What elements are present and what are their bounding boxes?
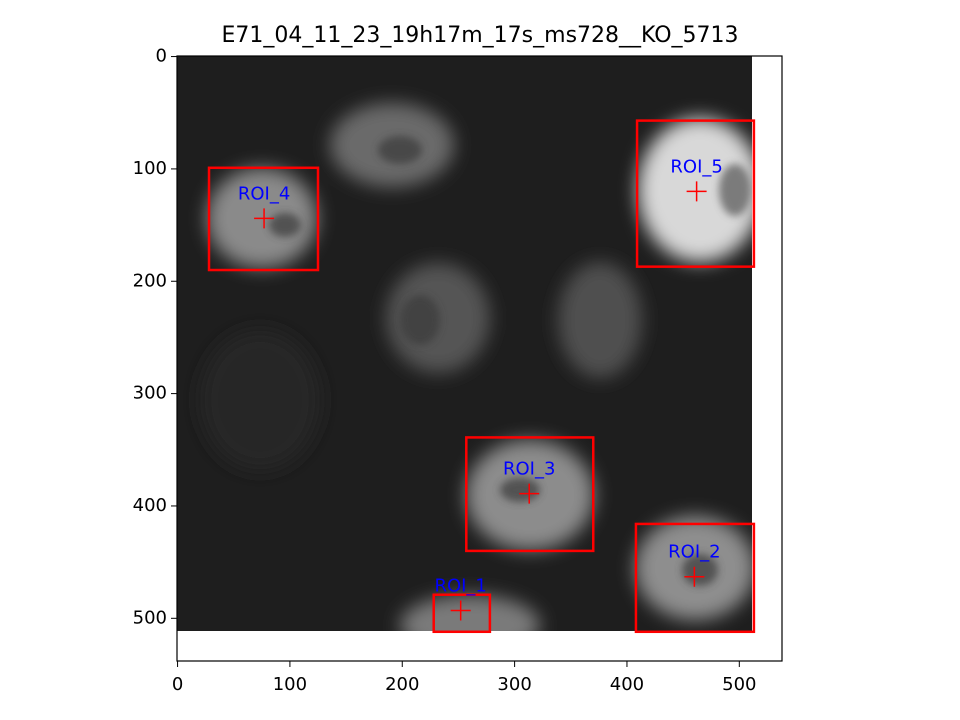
roi-center (450, 600, 471, 621)
x-tick-label: 500 (722, 674, 756, 695)
roi-box (634, 522, 756, 634)
roi-box (635, 119, 756, 268)
y-tick-label: 400 (133, 495, 167, 516)
roi-center (686, 181, 707, 202)
roi-center (254, 208, 275, 229)
roi-label: ROI_2 (668, 542, 720, 563)
roi-label: ROI_4 (238, 183, 290, 204)
roi-center (519, 483, 540, 504)
y-tick-label: 500 (133, 607, 167, 628)
roi-box (432, 593, 492, 634)
axes-frame (176, 55, 783, 662)
roi-center (684, 566, 705, 587)
y-tick-label: 300 (133, 383, 167, 404)
roi-box (465, 436, 595, 553)
roi-label: ROI_3 (503, 459, 555, 480)
roi-label: ROI_5 (670, 156, 722, 177)
chart-title: E71_04_11_23_19h17m_17s_ms728__KO_5713 (221, 23, 738, 48)
y-tick-label: 200 (133, 270, 167, 291)
x-tick-label: 200 (385, 674, 419, 695)
roi-box (207, 166, 320, 272)
y-tick-label: 0 (156, 46, 167, 67)
roi-label: ROI_1 (434, 575, 486, 596)
microscopy-image (177, 56, 752, 631)
x-tick-label: 100 (273, 674, 307, 695)
x-tick-label: 400 (610, 674, 644, 695)
x-tick-label: 0 (172, 674, 183, 695)
y-tick-label: 100 (133, 158, 167, 179)
x-tick-label: 300 (497, 674, 531, 695)
